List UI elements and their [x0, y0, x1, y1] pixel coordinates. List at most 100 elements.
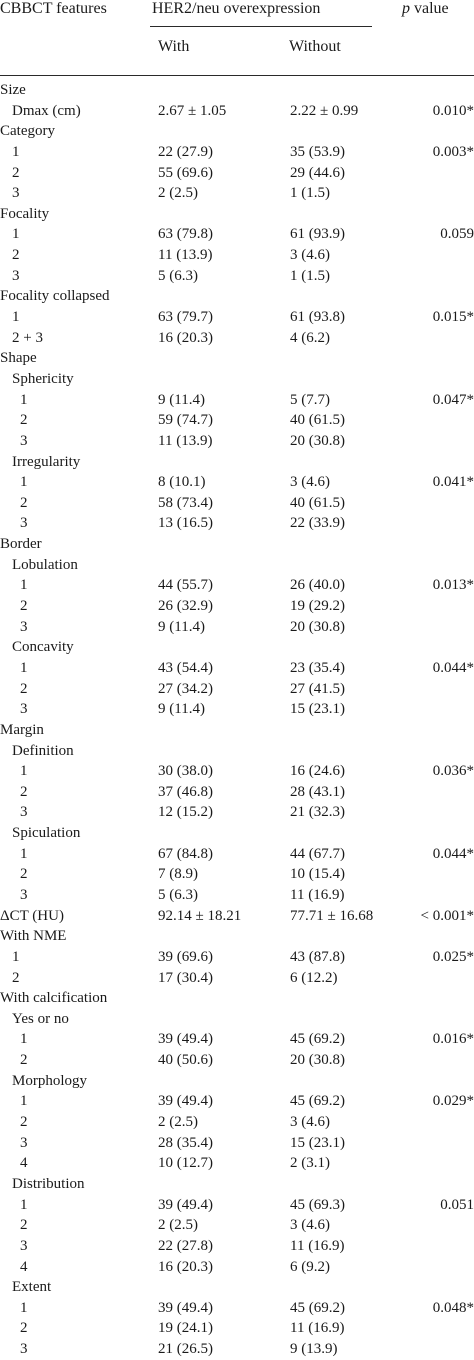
cell-without: 11 (16.9)	[290, 1237, 345, 1254]
row-label: 1	[20, 845, 28, 862]
cell-with: 55 (69.6)	[158, 164, 213, 181]
table-row: Border	[0, 534, 474, 555]
row-label: 3	[20, 515, 28, 532]
table-row: 3 22 (27.8) 11 (16.9)	[0, 1236, 474, 1257]
cell-with: 92.14 ± 18.21	[158, 907, 242, 924]
cell-with: 21 (26.5)	[158, 1341, 213, 1358]
table-row: Margin	[0, 720, 474, 741]
cell-without: 43 (87.8)	[290, 948, 345, 965]
row-label: Morphology	[12, 1072, 87, 1089]
cell-without: 45 (69.2)	[290, 1093, 345, 1110]
table-row: 2 58 (73.4) 40 (61.5)	[0, 493, 474, 514]
table-row: 2 59 (74.7) 40 (61.5)	[0, 410, 474, 431]
table-row: 4 16 (20.3) 6 (9.2)	[0, 1257, 474, 1278]
p-symbol: p	[402, 0, 410, 17]
cell-with: 2 (2.5)	[158, 1114, 198, 1131]
row-label: 2	[20, 1320, 28, 1337]
table-row: 3 9 (11.4) 20 (30.8)	[0, 617, 474, 638]
cell-with: 13 (16.5)	[158, 515, 213, 532]
cell-with: 63 (79.7)	[158, 309, 213, 326]
row-label: 1	[20, 763, 28, 780]
cell-without: 35 (53.9)	[290, 143, 345, 160]
row-label: 3	[20, 886, 28, 903]
cell-without: 11 (16.9)	[290, 886, 345, 903]
table-row: Sphericity	[0, 369, 474, 390]
row-label: 2	[20, 494, 28, 511]
table-row: Dmax (cm) 2.67 ± 1.05 2.22 ± 0.99 0.010*	[0, 101, 474, 122]
row-label: Irregularity	[12, 453, 81, 470]
cell-without: 45 (69.3)	[290, 1196, 345, 1213]
table-row: 3 28 (35.4) 15 (23.1)	[0, 1133, 474, 1154]
cell-with: 2 (2.5)	[158, 185, 198, 202]
cell-with: 12 (15.2)	[158, 804, 213, 821]
cell-p-value: 0.041*	[432, 474, 474, 491]
table-row: 1 39 (49.4) 45 (69.3) 0.051	[0, 1195, 474, 1216]
cell-with: 5 (6.3)	[158, 886, 198, 903]
row-label: 2	[12, 247, 20, 264]
table-row: 1 44 (55.7) 26 (40.0) 0.013*	[0, 575, 474, 596]
cell-with: 7 (8.9)	[158, 866, 198, 883]
table-row: Morphology	[0, 1071, 474, 1092]
table-row: Extent	[0, 1277, 474, 1298]
table-row: 1 63 (79.8) 61 (93.9) 0.059	[0, 224, 474, 245]
table-row: 2 55 (69.6) 29 (44.6)	[0, 163, 474, 184]
table-row: 2 19 (24.1) 11 (16.9)	[0, 1318, 474, 1339]
cell-without: 20 (30.8)	[290, 618, 345, 635]
cell-without: 3 (4.6)	[290, 1217, 330, 1234]
group-header-rule	[150, 26, 372, 27]
cell-without: 28 (43.1)	[290, 783, 345, 800]
row-label: 2	[20, 1052, 28, 1069]
cell-with: 5 (6.3)	[158, 267, 198, 284]
cell-with: 16 (20.3)	[158, 329, 213, 346]
table-body: Size Dmax (cm) 2.67 ± 1.05 2.22 ± 0.99 0.010…	[0, 80, 474, 1360]
cell-with: 11 (13.9)	[158, 432, 213, 449]
table-row: 4 10 (12.7) 2 (3.1)	[0, 1153, 474, 1174]
table-row: 1 67 (84.8) 44 (67.7) 0.044*	[0, 844, 474, 865]
table-row: 1 63 (79.7) 61 (93.8) 0.015*	[0, 307, 474, 328]
header-rule	[0, 75, 474, 76]
table-row: 2 40 (50.6) 20 (30.8)	[0, 1050, 474, 1071]
cell-without: 16 (24.6)	[290, 763, 345, 780]
row-label: 3	[20, 1237, 28, 1254]
row-label: ΔCT (HU)	[0, 907, 64, 924]
row-label: 2	[12, 969, 20, 986]
cell-without: 45 (69.2)	[290, 1299, 345, 1316]
column-header-features: CBBCT features	[0, 0, 107, 17]
cell-with: 58 (73.4)	[158, 494, 213, 511]
row-label: 1	[20, 474, 28, 491]
row-label: 2	[20, 680, 28, 697]
cell-without: 3 (4.6)	[290, 1114, 330, 1131]
cell-with: 37 (46.8)	[158, 783, 213, 800]
table-row: 1 9 (11.4) 5 (7.7) 0.047*	[0, 390, 474, 411]
row-label: Size	[0, 82, 26, 98]
cell-without: 21 (32.3)	[290, 804, 345, 821]
row-label: 1	[20, 1031, 28, 1048]
column-group-header: HER2/neu overexpression	[152, 0, 321, 17]
row-label: Lobulation	[12, 556, 78, 573]
cell-with: 39 (49.4)	[158, 1196, 213, 1213]
table-row: 2 + 3 16 (20.3) 4 (6.2)	[0, 328, 474, 349]
table-row: Category	[0, 121, 474, 142]
table-row: Size	[0, 80, 474, 101]
table-row: Lobulation	[0, 555, 474, 576]
row-label: 3	[20, 1341, 28, 1358]
cell-p-value: 0.047*	[432, 391, 474, 408]
table-row: 3 13 (16.5) 22 (33.9)	[0, 513, 474, 534]
row-label: Definition	[12, 742, 74, 759]
cell-without: 10 (15.4)	[290, 866, 345, 883]
row-label: 4	[20, 1258, 28, 1275]
cell-with: 39 (49.4)	[158, 1031, 213, 1048]
table-row: Yes or no	[0, 1009, 474, 1030]
row-label: 1	[12, 309, 20, 326]
cell-without: 6 (12.2)	[290, 969, 338, 986]
row-label: Spiculation	[12, 825, 81, 842]
row-label: 2	[20, 866, 28, 883]
cell-p-value: 0.013*	[432, 577, 474, 594]
row-label: Margin	[0, 721, 44, 738]
row-label: 2	[20, 1217, 28, 1234]
cell-with: 40 (50.6)	[158, 1052, 213, 1069]
cell-without: 1 (1.5)	[290, 185, 330, 202]
table-row: 2 26 (32.9) 19 (29.2)	[0, 596, 474, 617]
cell-without: 3 (4.6)	[290, 474, 330, 491]
cell-with: 8 (10.1)	[158, 474, 206, 491]
